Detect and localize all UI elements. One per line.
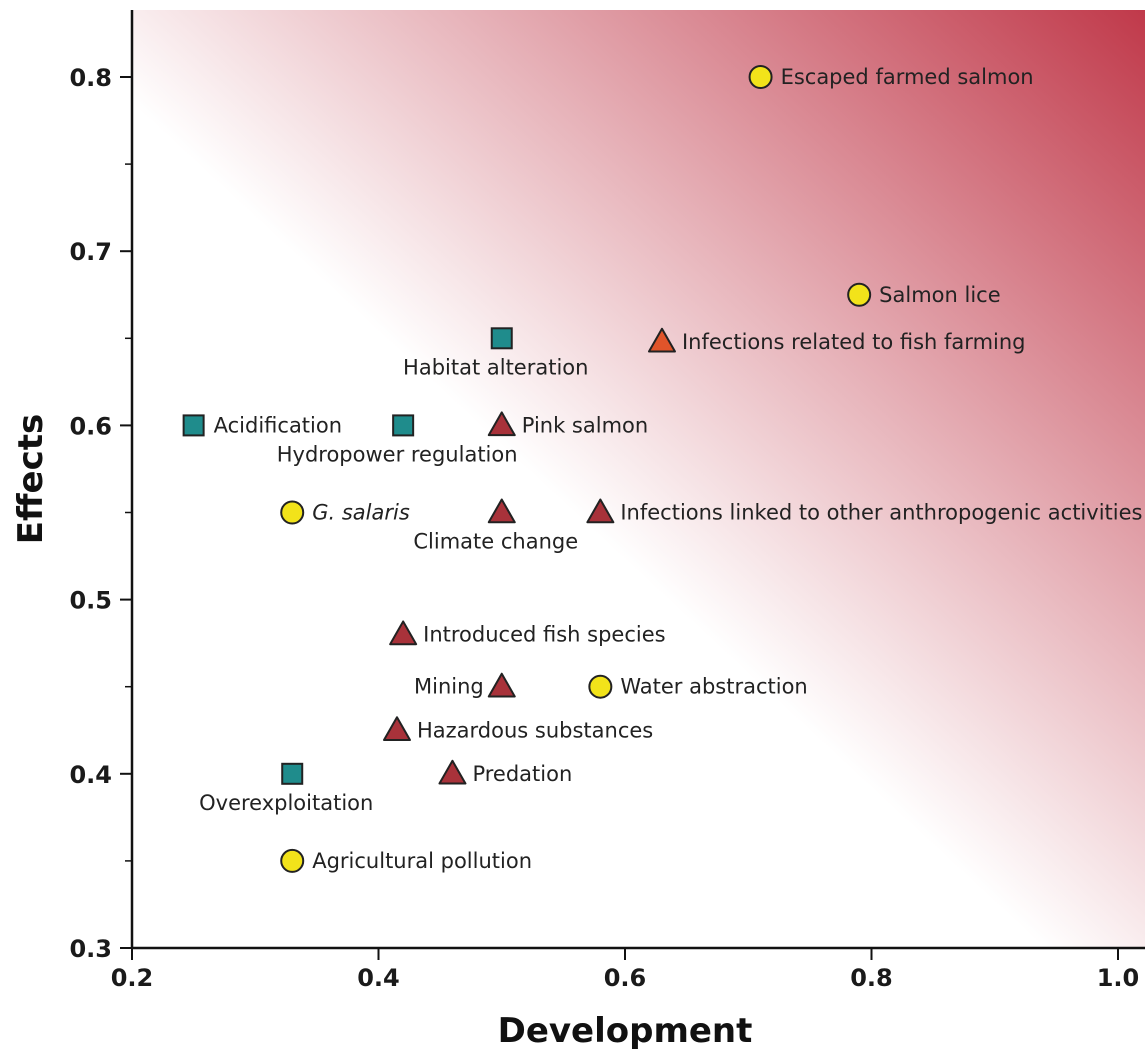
y-tick-label: 0.3	[69, 935, 112, 963]
point-label: Infections related to fish farming	[682, 330, 1026, 354]
point-square	[490, 327, 513, 350]
point-triangle	[647, 327, 676, 353]
point-circle	[748, 65, 773, 89]
x-tick-label: 0.2	[111, 964, 154, 992]
point-label: Overexploitation	[199, 791, 373, 815]
plot-background	[132, 10, 1145, 948]
point-triangle	[389, 620, 418, 646]
point-label: Introduced fish species	[423, 622, 665, 646]
point-triangle	[487, 411, 516, 437]
point-circle	[847, 282, 872, 307]
data-points	[182, 65, 872, 873]
ticks: 0.3 0.4 0.5 0.6 0.7 0.8 0.2 0.4 0.6 0.8 1.0	[69, 64, 1139, 992]
point-label: G. salaris	[312, 501, 410, 525]
point-label: Agricultural pollution	[312, 849, 532, 873]
y-axis-title: Effects	[11, 414, 51, 544]
point-label: Pink salmon	[522, 413, 648, 437]
point-label: Climate change	[413, 530, 578, 554]
x-tick-label: 0.6	[604, 964, 647, 992]
axes	[130, 10, 1145, 950]
y-tick-label: 0.6	[69, 412, 112, 440]
point-label: Hydropower regulation	[277, 442, 518, 466]
point-square	[281, 762, 304, 785]
x-axis-title: Development	[498, 1011, 753, 1051]
x-tick-label: 0.4	[357, 964, 400, 992]
point-label: Salmon lice	[879, 283, 1000, 307]
point-square	[392, 414, 415, 437]
y-tick-label: 0.7	[69, 238, 112, 266]
point-circle	[280, 848, 305, 873]
x-tick-label: 0.8	[850, 964, 893, 992]
x-tick-label: 1.0	[1097, 964, 1140, 992]
point-label: Hazardous substances	[417, 718, 653, 742]
point-label: Acidification	[214, 413, 342, 437]
point-label: Mining	[414, 675, 484, 699]
point-circle	[280, 500, 305, 525]
data-labels: Escaped farmed salmon Salmon lice Infectio…	[199, 65, 1142, 873]
point-triangle	[487, 672, 516, 698]
point-label: Habitat alteration	[403, 355, 588, 379]
point-label: Water abstraction	[620, 675, 807, 699]
point-triangle	[586, 498, 615, 524]
point-square	[182, 414, 205, 437]
point-triangle	[487, 498, 516, 524]
y-tick-label: 0.5	[69, 587, 112, 615]
point-circle	[588, 674, 613, 699]
point-label: Infections linked to other anthropogenic…	[620, 501, 1142, 525]
y-tick-label: 0.8	[69, 64, 112, 92]
point-triangle	[382, 716, 411, 741]
point-label: Predation	[472, 762, 572, 786]
y-tick-label: 0.4	[69, 761, 112, 789]
point-triangle	[438, 759, 467, 785]
point-label: Escaped farmed salmon	[781, 65, 1034, 89]
